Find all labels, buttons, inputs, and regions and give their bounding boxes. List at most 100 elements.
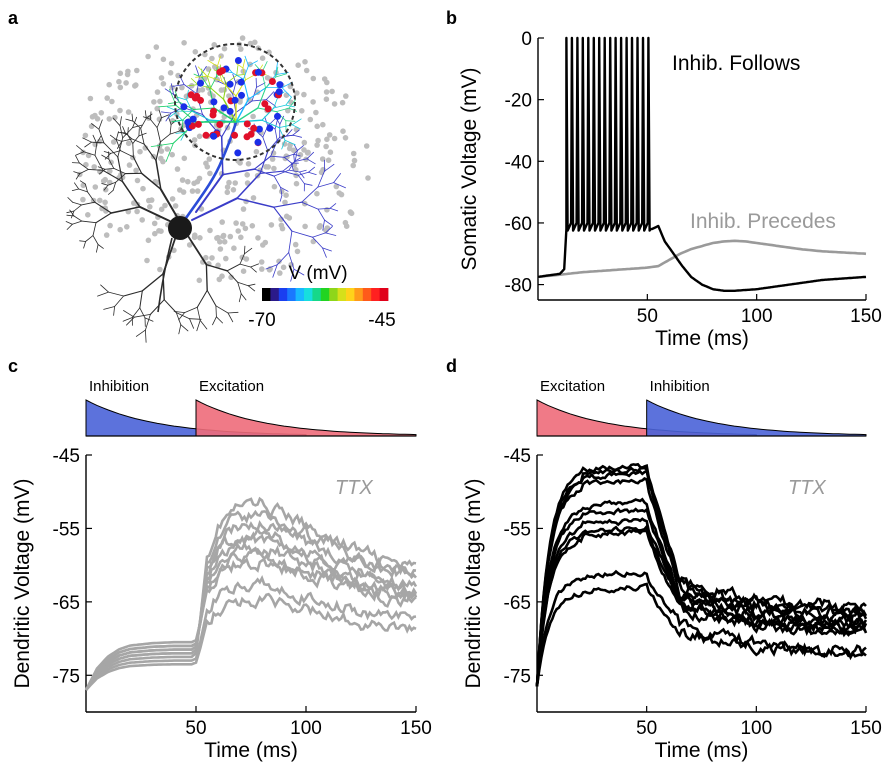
background-synapse-dot [134, 177, 141, 184]
dendrite-segment [156, 117, 162, 128]
dendrite-segment [239, 253, 245, 265]
y-tick-label: -60 [505, 214, 532, 235]
dendrite-segment [155, 159, 162, 190]
background-synapse-dot [293, 180, 300, 187]
background-synapse-dot [202, 51, 208, 58]
activated-synapse [210, 132, 218, 140]
activated-synapse [250, 124, 258, 132]
dendrite-segment [144, 313, 151, 331]
dendrite-segment [125, 118, 134, 122]
dendrite-segment [182, 109, 195, 121]
dendrite-segment [103, 306, 115, 310]
activated-synapse [197, 96, 204, 104]
dendrite-segment [272, 264, 278, 278]
background-synapse-dot [238, 234, 244, 241]
dendrite-segment [108, 291, 124, 297]
background-synapse-dot [250, 113, 256, 120]
x-tick-label: 50 [636, 718, 657, 739]
dendrite-segment [138, 132, 147, 137]
dendrite-segment [173, 310, 186, 314]
x-axis-label: Time (ms) [655, 739, 749, 762]
dendrite-segment [144, 110, 147, 119]
neuron-illustration: V (mV) -70 -45 [65, 35, 396, 343]
y-axis-label: Somatic Voltage (mV) [458, 67, 481, 270]
dendrite-segment [235, 107, 259, 123]
background-synapse-dot [223, 255, 229, 262]
dendrite-segment [85, 183, 88, 193]
dendrite-segment [117, 137, 124, 158]
dendrite-segment [193, 107, 215, 111]
stimulation-region-circle [174, 43, 296, 161]
background-synapse-dot [247, 40, 254, 47]
dendrite-segment [243, 247, 253, 255]
background-synapse-dot [147, 204, 153, 210]
dendrite-segment [83, 241, 86, 249]
annotation-inhib-follows: Inhib. Follows [672, 52, 800, 75]
dendrite-segment [285, 120, 296, 122]
dendrite-segment [115, 173, 126, 183]
background-synapse-dot [237, 160, 243, 166]
dendrite-segment [292, 129, 300, 136]
activated-synapse [274, 112, 281, 120]
colorbar-segment [287, 288, 296, 301]
dendrite-segment [131, 113, 134, 122]
background-synapse-dot [226, 179, 232, 186]
dendrite-segment [87, 168, 104, 171]
background-synapse-dot [283, 192, 289, 198]
series-line-trace-10 [85, 592, 417, 691]
dendrite-segment [164, 88, 175, 95]
dendrite-segment [299, 171, 305, 179]
dendrite-segment [210, 87, 225, 100]
dendrite-segment [293, 157, 301, 162]
background-synapse-dot [239, 35, 246, 41]
background-synapse-dot [137, 148, 143, 155]
dendrite-segment [73, 215, 83, 222]
background-synapse-dot [290, 147, 297, 154]
dendrite-segment [132, 120, 142, 129]
dendrite-segment [81, 220, 97, 224]
background-synapse-dot [145, 237, 152, 244]
annotation-inhib-precedes: Inhib. Precedes [690, 210, 836, 233]
y-tick-label: -45 [53, 446, 80, 467]
dendrite-segment [329, 207, 339, 212]
dendrite-segment [183, 84, 198, 95]
dendrite-segment [122, 127, 134, 139]
background-synapse-dot [103, 232, 110, 238]
background-synapse-dot [164, 146, 171, 152]
dendrite-segment [132, 143, 134, 158]
activated-synapse [187, 91, 195, 99]
y-axis-label: Dendritic Voltage (mV) [462, 478, 485, 688]
dendrite-segment [177, 96, 188, 101]
dendrite-segment [207, 76, 212, 89]
colorbar-segment [312, 288, 322, 301]
dendrite-segment [159, 133, 171, 143]
background-synapse-dot [307, 116, 314, 123]
background-synapse-dot [348, 210, 355, 217]
dendrite-segment [165, 112, 172, 122]
background-synapse-dot [189, 188, 196, 194]
x-tick-label: 100 [740, 718, 772, 739]
colorbar-min-label: -70 [248, 310, 275, 331]
dendrite-segment [144, 317, 154, 322]
dendrite-segment [172, 84, 185, 87]
dendrite-segment [242, 59, 246, 69]
dendrite-segment [104, 167, 115, 170]
background-synapse-dot [331, 101, 338, 107]
dendrite-segment [121, 138, 133, 142]
dendrite-segment [138, 205, 177, 225]
dendrite-segment [78, 188, 88, 193]
background-synapse-dot [224, 189, 231, 196]
background-synapse-dot [303, 67, 310, 74]
background-synapse-dot [152, 230, 158, 237]
dendrite-segment [325, 232, 337, 236]
dendrite-segment [274, 128, 278, 142]
series-line-trace-9 [84, 575, 417, 691]
dendrite-segment [283, 156, 292, 164]
background-synapse-dot [99, 205, 105, 212]
dendrite-segment [150, 142, 174, 148]
background-synapse-dot [109, 98, 115, 105]
background-synapse-dot [206, 156, 213, 162]
dendrite-segment [322, 247, 332, 252]
colorbar-segment [278, 288, 288, 301]
colorbar-segment [295, 288, 305, 301]
